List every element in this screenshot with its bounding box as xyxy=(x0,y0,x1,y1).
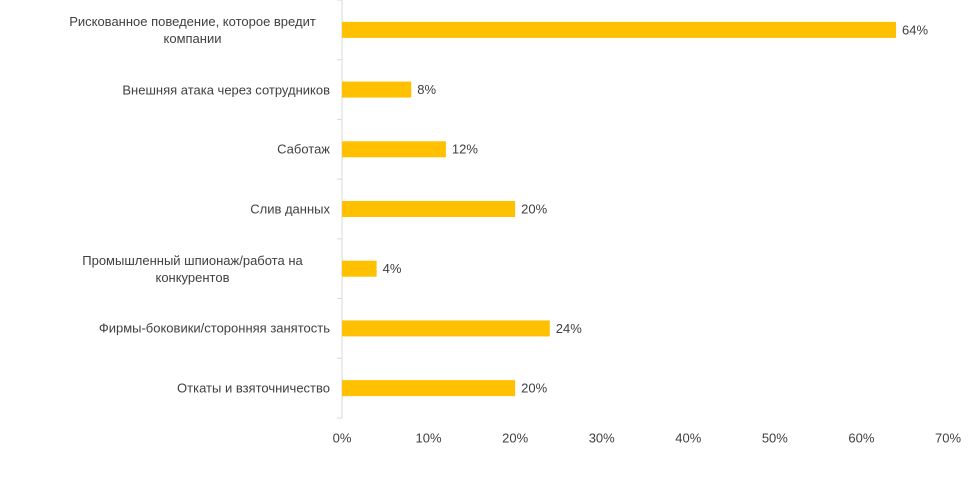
data-label: 64% xyxy=(902,22,928,37)
bar xyxy=(342,81,412,98)
x-tick-label: 0% xyxy=(333,430,352,445)
x-tick-label: 40% xyxy=(675,430,701,445)
data-label: 8% xyxy=(417,82,436,97)
data-label: 20% xyxy=(521,201,547,216)
bar xyxy=(342,260,377,277)
x-tick-label: 70% xyxy=(935,430,961,445)
y-tick-label: Фирмы-боковики/сторонняя занятость xyxy=(98,320,330,336)
bar xyxy=(342,141,446,158)
x-tick-label: 60% xyxy=(848,430,874,445)
y-tick-label: Внешняя атака через сотрудников xyxy=(122,82,330,98)
y-tick-label: Слив данных xyxy=(250,201,330,217)
x-tick-label: 10% xyxy=(416,430,442,445)
data-label: 24% xyxy=(556,321,582,336)
data-label: 12% xyxy=(452,142,478,157)
y-tick-label: Откаты и взяточничество xyxy=(177,380,330,396)
x-tick-label: 20% xyxy=(502,430,528,445)
y-tick-label: Саботаж xyxy=(277,141,330,157)
data-label: 20% xyxy=(521,381,547,396)
bar xyxy=(342,201,516,217)
y-tick-label: Промышленный шпионаж/работа на конкурент… xyxy=(82,252,303,285)
bar xyxy=(342,320,550,337)
bar xyxy=(342,380,516,397)
y-tick-label: Рискованное поведение, которое вредит ко… xyxy=(69,13,316,46)
x-tick-label: 30% xyxy=(589,430,615,445)
bar xyxy=(342,21,897,38)
x-tick-label: 50% xyxy=(762,430,788,445)
data-label: 4% xyxy=(383,261,402,276)
